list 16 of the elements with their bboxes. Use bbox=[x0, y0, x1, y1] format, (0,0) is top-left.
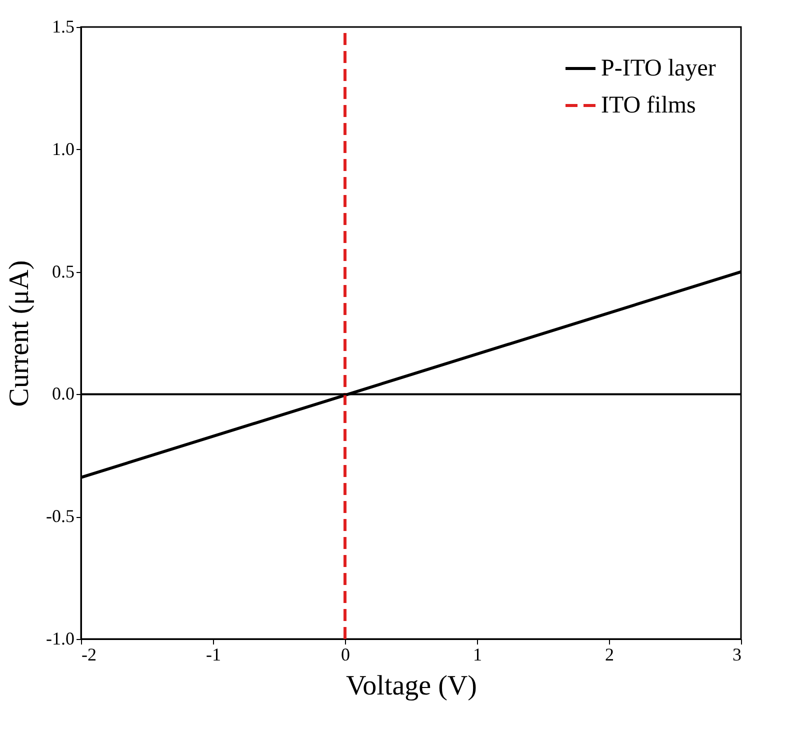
x-tick-label: -1 bbox=[206, 644, 221, 664]
x-tick-label: 1 bbox=[473, 644, 482, 664]
x-tick-label: 0 bbox=[341, 644, 350, 664]
x-tick-label: 3 bbox=[732, 644, 742, 664]
legend-label: ITO films bbox=[601, 92, 696, 118]
x-axis-title: Voltage (V) bbox=[346, 670, 477, 702]
y-tick-label: 1.0 bbox=[52, 138, 74, 159]
y-axis-title: Current (μA) bbox=[4, 260, 36, 407]
y-tick-label: -1.0 bbox=[46, 628, 74, 648]
y-tick-label: 1.5 bbox=[52, 16, 74, 36]
y-tick-label: -0.5 bbox=[46, 506, 74, 526]
y-tick-label: 0.5 bbox=[52, 261, 74, 282]
legend-label: P-ITO layer bbox=[601, 56, 716, 82]
y-tick-label: 0.0 bbox=[52, 384, 74, 404]
x-tick-label: -2 bbox=[82, 644, 96, 664]
x-tick-label: 2 bbox=[605, 644, 614, 664]
